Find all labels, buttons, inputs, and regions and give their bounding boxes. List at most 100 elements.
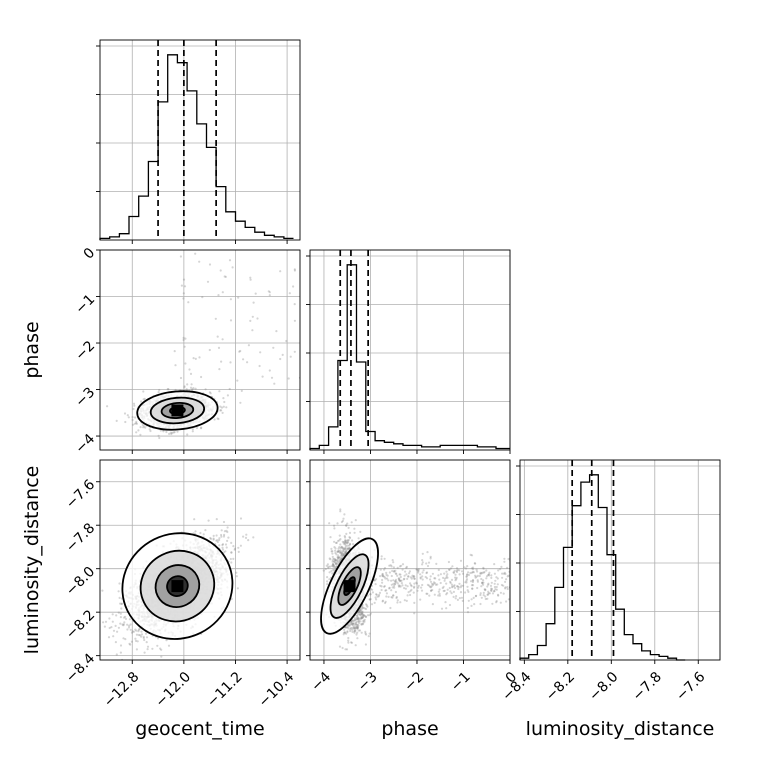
scatter-point	[227, 536, 230, 539]
scatter-point	[167, 388, 170, 391]
scatter-point	[218, 390, 221, 393]
scatter-point	[130, 640, 133, 643]
scatter-point	[650, 352, 652, 354]
scatter-point	[448, 568, 451, 571]
scatter-point	[429, 365, 431, 367]
scatter-point	[301, 362, 303, 364]
scatter-point	[184, 337, 187, 340]
scatter-point	[635, 368, 637, 370]
scatter-point	[180, 284, 183, 287]
scatter-point	[452, 364, 454, 366]
scatter-point	[477, 305, 479, 307]
scatter-point	[214, 317, 217, 320]
scatter-point	[392, 267, 394, 269]
scatter-point	[371, 266, 373, 268]
scatter-point	[231, 266, 234, 269]
scatter-point	[325, 309, 327, 311]
scatter-point	[223, 530, 226, 533]
scatter-point	[666, 323, 668, 325]
scatter-point	[208, 391, 211, 394]
scatter-point	[332, 285, 334, 287]
scatter-point	[270, 376, 274, 379]
scatter-point	[174, 388, 177, 392]
scatter-point	[413, 279, 415, 281]
scatter-point	[145, 641, 148, 644]
scatter-point	[385, 589, 388, 592]
scatter-point	[239, 401, 242, 404]
scatter-point	[251, 329, 254, 332]
scatter-point	[132, 630, 135, 633]
scatter-point	[695, 296, 697, 298]
scatter-point	[380, 555, 383, 558]
scatter-point	[122, 623, 125, 626]
scatter-point	[226, 526, 229, 529]
scatter-point	[731, 316, 733, 318]
scatter-point	[715, 349, 717, 351]
scatter-point	[142, 636, 145, 640]
scatter-point	[136, 640, 139, 643]
scatter-point	[117, 626, 120, 629]
scatter-point	[186, 383, 189, 386]
scatter-point	[502, 292, 504, 294]
scatter-point	[267, 290, 270, 293]
scatter-point	[124, 615, 127, 618]
scatter-point	[616, 330, 618, 332]
scatter-point	[614, 394, 616, 396]
scatter-point	[191, 428, 194, 431]
scatter-point	[558, 302, 560, 304]
scatter-point	[382, 575, 385, 578]
scatter-point	[304, 354, 306, 356]
scatter-point	[500, 329, 502, 331]
scatter-point	[192, 387, 195, 390]
scatter-point	[644, 338, 646, 340]
scatter-point	[220, 360, 223, 363]
scatter-point	[501, 320, 503, 322]
scatter-point	[184, 362, 187, 365]
scatter-point	[110, 626, 113, 629]
scatter-point	[148, 428, 151, 431]
scatter-point	[137, 633, 140, 637]
scatter-point	[158, 436, 161, 440]
scatter-point	[139, 634, 142, 637]
scatter-point	[240, 389, 243, 392]
scatter-point	[135, 420, 138, 423]
scatter-point	[172, 431, 175, 434]
scatter-point	[137, 628, 140, 631]
scatter-point	[423, 261, 425, 263]
scatter-point	[531, 282, 533, 284]
scatter-point	[120, 602, 123, 605]
scatter-point	[315, 321, 317, 323]
scatter-point	[743, 291, 745, 293]
scatter-point	[138, 627, 141, 631]
scatter-point	[279, 357, 282, 361]
scatter-point	[567, 343, 569, 345]
scatter-point	[137, 429, 140, 432]
scatter-point	[532, 400, 534, 402]
scatter-point	[173, 431, 176, 434]
scatter-point	[365, 633, 368, 636]
scatter-point	[143, 651, 146, 654]
scatter-point	[168, 432, 171, 435]
scatter-point	[649, 266, 651, 268]
scatter-point	[524, 390, 526, 392]
scatter-point	[183, 345, 186, 348]
scatter-point	[225, 546, 228, 549]
scatter-point	[692, 390, 694, 392]
scatter-point	[679, 298, 681, 300]
scatter-point	[729, 312, 731, 314]
scatter-point	[468, 335, 470, 337]
histogram-phase	[306, 249, 511, 454]
scatter-point	[182, 292, 185, 295]
scatter-point	[628, 298, 630, 300]
scatter-point	[268, 291, 271, 294]
scatter-point	[217, 294, 220, 297]
scatter-point	[456, 345, 458, 347]
scatter-point	[106, 405, 109, 408]
scatter-point	[190, 383, 193, 386]
scatter-point	[357, 386, 359, 388]
scatter-point	[237, 550, 240, 554]
scatter-point	[193, 518, 196, 521]
scatter-point	[134, 416, 137, 419]
scatter-point	[616, 261, 618, 263]
scatter-point	[543, 276, 545, 278]
